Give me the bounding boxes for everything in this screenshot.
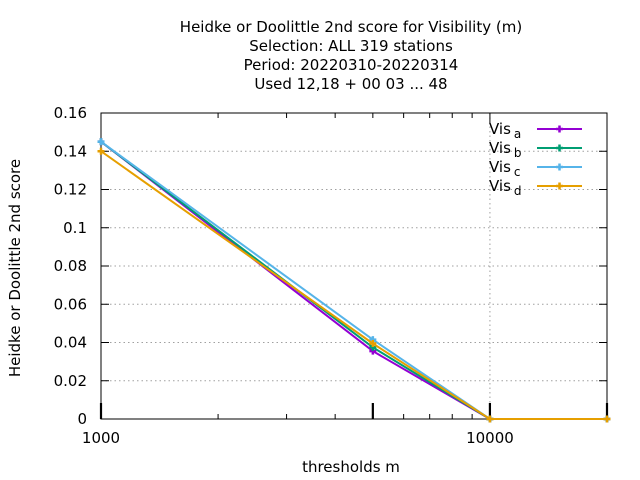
gridlines	[101, 113, 607, 419]
x-tick-label: 10000	[466, 429, 514, 447]
series-line	[100, 140, 607, 420]
y-tick-label: 0.12	[54, 181, 87, 199]
title-line-3: Period: 20220310-20220314	[244, 56, 459, 74]
series-vis-b	[97, 138, 611, 423]
x-axis-ticks: 1000 10000	[82, 113, 609, 447]
y-tick-label: 0	[77, 410, 87, 428]
legend-label: Vis c	[489, 158, 521, 179]
legend-label: Vis d	[489, 177, 522, 198]
legend-label: Vis b	[489, 139, 522, 160]
legend-label: Vis a	[489, 120, 521, 141]
y-tick-label: 0.1	[63, 219, 87, 237]
x-axis-label: thresholds m	[302, 458, 400, 476]
y-tick-label: 0.16	[54, 104, 87, 122]
y-tick-label: 0.14	[54, 142, 87, 160]
title-line-1: Heidke or Doolittle 2nd score for Visibi…	[180, 18, 522, 36]
y-tick-label: 0.04	[54, 334, 87, 352]
y-axis-label: Heidke or Doolittle 2nd score	[6, 159, 24, 377]
series-vis-a	[97, 138, 611, 423]
title-line-2: Selection: ALL 319 stations	[249, 37, 453, 55]
series-line	[100, 150, 607, 420]
y-tick-label: 0.02	[54, 372, 87, 390]
series-vis-c	[97, 138, 611, 423]
x-tick-label: 1000	[82, 429, 120, 447]
series-line	[100, 140, 607, 420]
chart-title: Heidke or Doolittle 2nd score for Visibi…	[180, 18, 522, 93]
series-vis-d	[97, 147, 611, 423]
y-tick-label: 0.08	[54, 257, 87, 275]
y-tick-label: 0.06	[54, 295, 87, 313]
series-layer	[97, 138, 611, 423]
title-line-4: Used 12,18 + 00 03 ... 48	[254, 75, 447, 93]
series-line	[100, 140, 607, 420]
y-axis-ticks: 0 0.02 0.04 0.06 0.08 0.1 0.12 0.14 0.16	[54, 104, 607, 428]
